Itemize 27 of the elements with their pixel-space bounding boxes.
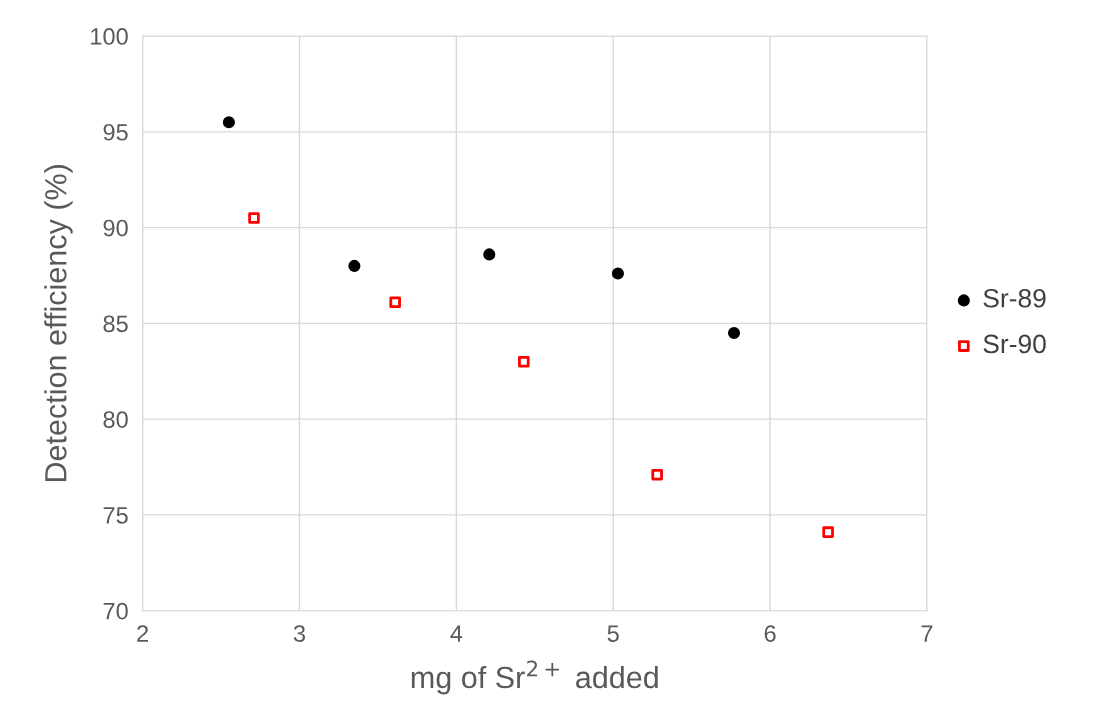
point	[483, 248, 496, 261]
point	[822, 526, 834, 538]
legend-label: Sr-89	[983, 288, 1046, 308]
y-tick-label: 85	[103, 315, 128, 333]
x-tick-label: 4	[450, 625, 463, 642]
x-tick-label: 5	[607, 625, 619, 642]
point	[611, 267, 624, 280]
y-tick-label: 75	[103, 507, 128, 524]
point	[651, 468, 663, 481]
y-tick-label: 95	[103, 123, 128, 141]
y-axis-title: Detection efficiency (%)	[44, 165, 73, 482]
y-tick-label: 80	[103, 411, 128, 428]
point	[727, 326, 741, 339]
point	[222, 116, 235, 129]
x-tick-label: 2	[137, 625, 148, 642]
y-tick-label: 70	[103, 602, 128, 620]
y-tick-label: 90	[103, 219, 128, 237]
point	[518, 355, 530, 368]
x-axis-title: mg of Sr$^{2+}$ added	[411, 660, 658, 695]
point	[248, 212, 260, 224]
point	[348, 259, 361, 272]
y-tick-label: 100	[91, 28, 128, 45]
point	[389, 296, 401, 309]
x-tick-label: 7	[921, 625, 933, 642]
legend-label: Sr-90	[983, 334, 1046, 354]
x-tick-label: 6	[764, 625, 776, 642]
x-tick-label: 3	[293, 625, 306, 642]
